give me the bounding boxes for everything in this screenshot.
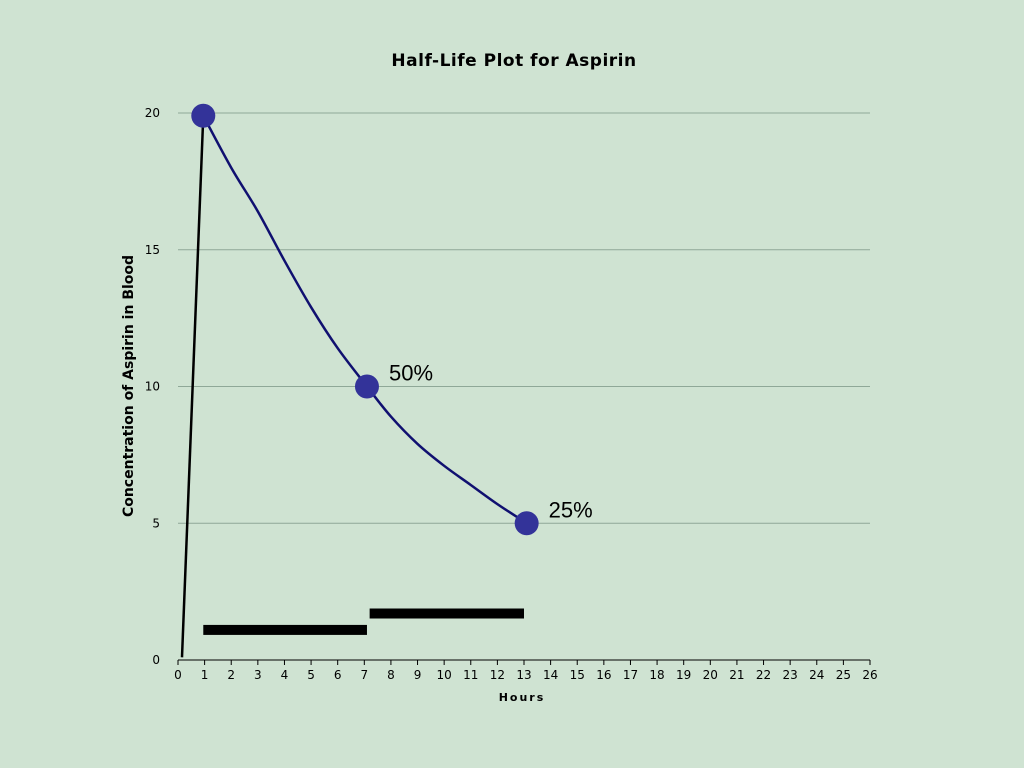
x-axis-label: Hours	[499, 691, 546, 704]
x-tick-label: 7	[360, 668, 368, 682]
x-tick-label: 12	[490, 668, 505, 682]
x-tick-label: 8	[387, 668, 395, 682]
half-life-bar-2	[369, 608, 524, 619]
x-tick-label: 15	[570, 668, 585, 682]
x-tick-label: 5	[307, 668, 315, 682]
y-tick-label: 5	[152, 516, 160, 530]
data-point-2	[354, 374, 379, 399]
x-tick-label: 9	[414, 668, 422, 682]
absorption-line	[180, 115, 205, 658]
y-axis-label: Concentration of Aspirin in Blood	[121, 255, 137, 517]
gridlines	[178, 112, 870, 524]
x-tick-label: 11	[463, 668, 478, 682]
x-tick-label: 16	[596, 668, 611, 682]
decay-curve	[202, 115, 528, 525]
y-tick-label: 20	[145, 106, 160, 120]
x-tick-label: 20	[703, 668, 718, 682]
x-tick-label: 13	[516, 668, 531, 682]
x-axis-ticks: 0 1 2 3 4 5 6 7 8 9 10 11 12 13 14 15 16 17 18 19 20 21 22 23 24…	[174, 660, 878, 682]
x-tick-label: 26	[862, 668, 877, 682]
y-tick-label: 0	[152, 653, 160, 667]
y-tick-label: 15	[145, 243, 160, 257]
x-tick-label: 22	[756, 668, 771, 682]
x-tick-label: 17	[623, 668, 638, 682]
x-tick-label: 19	[676, 668, 691, 682]
x-tick-label: 24	[809, 668, 824, 682]
data-point-3	[514, 511, 539, 536]
x-tick-label: 1	[201, 668, 209, 682]
half-life-bar-1	[203, 624, 367, 635]
x-tick-label: 23	[783, 668, 798, 682]
x-tick-label: 4	[281, 668, 289, 682]
x-tick-label: 2	[227, 668, 235, 682]
x-tick-label: 18	[649, 668, 664, 682]
data-markers: 50% 25%	[191, 103, 593, 536]
annotation-label: 50%	[389, 361, 433, 386]
chart-title: Half-Life Plot for Aspirin	[391, 51, 636, 71]
x-tick-label: 3	[254, 668, 262, 682]
x-tick-label: 0	[174, 668, 182, 682]
x-tick-label: 6	[334, 668, 342, 682]
y-tick-label: 10	[145, 380, 160, 394]
half-life-bars	[203, 608, 524, 635]
x-tick-label: 21	[729, 668, 744, 682]
x-tick-label: 10	[437, 668, 452, 682]
x-tick-label: 25	[836, 668, 851, 682]
x-tick-label: 14	[543, 668, 558, 682]
y-axis-ticks: 0 5 10 15 20	[145, 106, 160, 667]
annotation-label: 25%	[549, 497, 593, 522]
data-point-1	[191, 103, 216, 128]
